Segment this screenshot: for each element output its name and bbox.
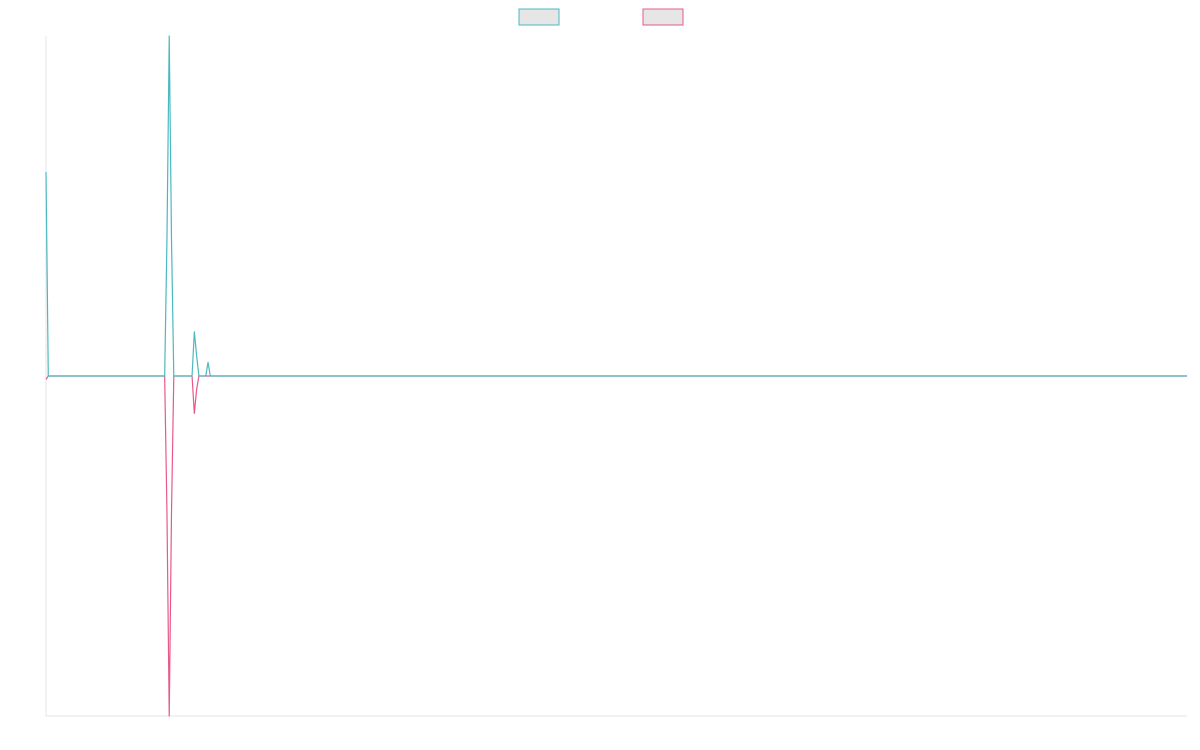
legend-swatch-series-1[interactable] — [518, 8, 560, 26]
series-line-1 — [45, 35, 1187, 377]
plot-area — [45, 35, 1187, 717]
legend — [518, 8, 684, 26]
series-line-2 — [45, 375, 1187, 717]
legend-swatch-series-2[interactable] — [642, 8, 684, 26]
axes — [45, 36, 1187, 717]
